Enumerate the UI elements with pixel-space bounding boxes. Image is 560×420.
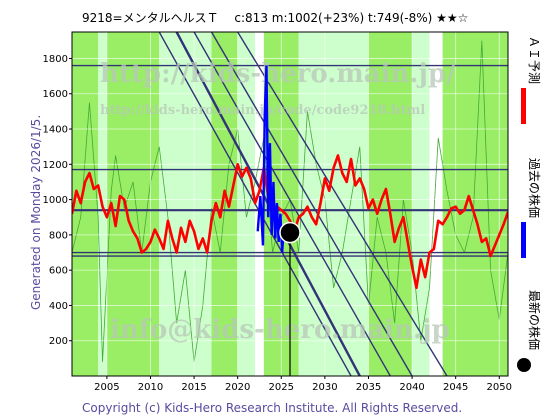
watermark-code-url: http://kids-hero.main.jp/code/code9218.h…	[100, 103, 425, 118]
x-tick-label: 2025	[269, 382, 294, 393]
series-group	[72, 65, 508, 290]
y-tick-label: 1600	[43, 89, 68, 100]
watermark-email: info@kids-hero.main.jp	[110, 315, 450, 345]
trend-line	[193, 32, 391, 376]
background-bands	[72, 32, 508, 376]
trend-line	[237, 32, 448, 376]
legend-ai-swatch	[521, 88, 526, 124]
y-axis-ticks: 200 400 600 800 1000 1200 1400 1600 1800	[43, 54, 72, 347]
series-past-price	[256, 65, 289, 253]
background-band	[72, 32, 99, 376]
legend-ai: ＡＩ予測	[521, 36, 541, 124]
chart-title: 9218=メンタルヘルスＴ c:813 m:1002(+23%) t:749(-…	[82, 11, 468, 25]
background-trend-line	[72, 40, 508, 362]
y-tick-label: 1800	[43, 54, 68, 65]
watermarks: http://kids-hero.main.jp/ http://kids-he…	[100, 59, 456, 345]
legend-latest: 最新の株価	[517, 290, 542, 372]
y-tick-label: 1000	[43, 195, 68, 206]
x-tick-label: 2030	[312, 382, 337, 393]
x-tick-label: 2015	[181, 382, 206, 393]
latest-price-marker	[279, 221, 301, 244]
x-tick-label: 2010	[138, 382, 163, 393]
x-tick-label: 2040	[399, 382, 424, 393]
y-tick-label: 1200	[43, 160, 68, 171]
background-band	[368, 32, 413, 376]
legend: ＡＩ予測 過去の株価 最新の株価	[517, 36, 542, 372]
legend-ai-label: ＡＩ予測	[527, 36, 541, 84]
background-band	[429, 32, 443, 376]
y-tick-label: 600	[49, 266, 68, 277]
series-ai-prediction	[72, 154, 508, 290]
background-band	[159, 32, 212, 376]
background-band	[237, 32, 256, 376]
x-tick-label: 2050	[487, 382, 512, 393]
y-tick-label: 400	[49, 301, 68, 312]
legend-latest-marker	[517, 358, 531, 372]
y-tick-label: 1400	[43, 125, 68, 136]
legend-past: 過去の株価	[521, 158, 542, 258]
x-tick-label: 2005	[94, 382, 119, 393]
x-tick-label: 2035	[356, 382, 381, 393]
watermark-url: http://kids-hero.main.jp/	[100, 59, 456, 89]
background-band	[412, 32, 430, 376]
x-tick-label: 2045	[443, 382, 468, 393]
latest-price-group	[279, 221, 301, 376]
legend-past-swatch	[521, 222, 526, 258]
y-tick-label: 800	[49, 230, 68, 241]
copyright-footer: Copyright (c) Kids-Hero Research Institu…	[82, 401, 462, 415]
y-tick-label: 200	[49, 336, 68, 347]
x-tick-label: 2020	[225, 382, 250, 393]
plot-frame	[71, 31, 509, 377]
background-band	[442, 32, 508, 376]
trend-line	[210, 32, 413, 376]
x-axis-ticks: 2005 2010 2015 2020 2025 2030 2035 2040 2045 2050	[94, 376, 512, 393]
background-trend	[72, 40, 508, 362]
plot-area: http://kids-hero.main.jp/ http://kids-he…	[43, 31, 512, 393]
legend-latest-label: 最新の株価	[527, 290, 542, 350]
legend-past-label: 過去の株価	[527, 158, 542, 218]
generated-date-label: Generated on Monday 2026/1/5.	[29, 115, 43, 310]
